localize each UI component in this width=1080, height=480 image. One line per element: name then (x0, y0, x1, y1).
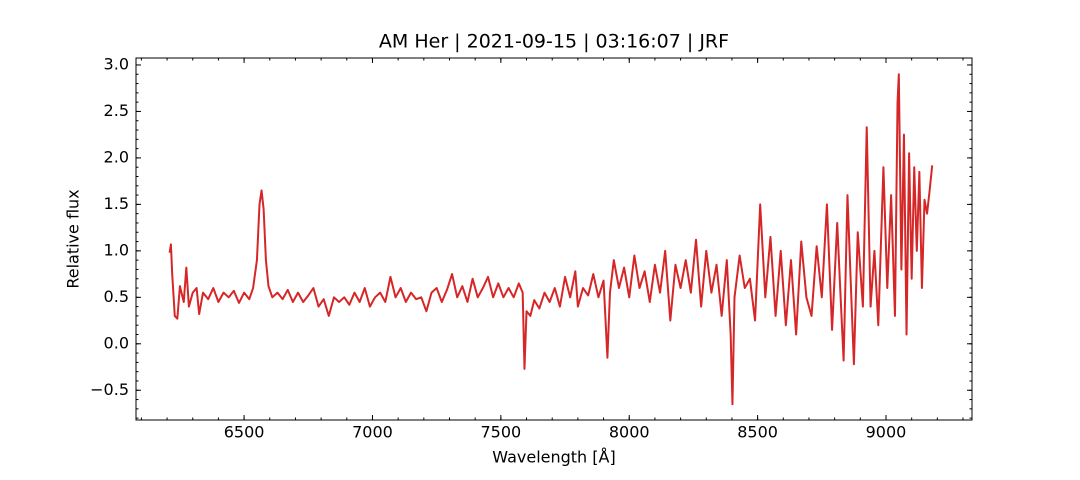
x-tick-label: 7000 (352, 423, 393, 442)
x-tick-label: 6500 (224, 423, 265, 442)
y-axis-label: Relative flux (64, 189, 83, 288)
y-tick-label: 0.0 (104, 333, 129, 352)
y-tick-label: 0.5 (104, 287, 129, 306)
plot-frame (135, 57, 973, 421)
x-tick-label: 8500 (737, 423, 778, 442)
y-tick-label: 2.5 (104, 101, 129, 120)
y-tick-label: 1.5 (104, 194, 129, 213)
y-tick-label: 2.0 (104, 147, 129, 166)
chart-title: AM Her | 2021-09-15 | 03:16:07 | JRF (379, 31, 729, 53)
spectrum-line (168, 73, 934, 406)
y-tick-label: 1.0 (104, 240, 129, 259)
y-tick-label: −0.5 (90, 380, 129, 399)
x-tick-label: 9000 (866, 423, 907, 442)
x-tick-label: 8000 (609, 423, 650, 442)
x-tick-label: 7500 (480, 423, 521, 442)
y-tick-label: 3.0 (104, 54, 129, 73)
x-axis-label: Wavelength [Å] (492, 448, 615, 467)
